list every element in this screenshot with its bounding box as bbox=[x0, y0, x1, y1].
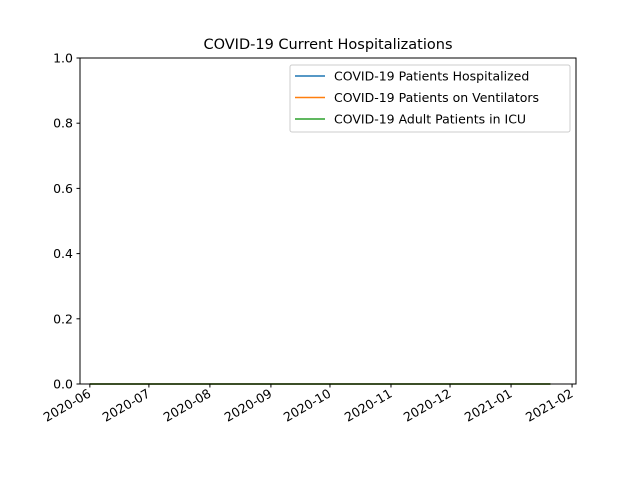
x-tick-label: 2021-01 bbox=[462, 386, 515, 425]
x-tick-label: 2020-11 bbox=[342, 386, 395, 425]
legend-label-3: COVID-19 Adult Patients in ICU bbox=[334, 112, 526, 127]
y-tick-label: 0.0 bbox=[53, 377, 73, 392]
y-tick-label: 0.8 bbox=[53, 116, 73, 131]
y-tick-label: 0.4 bbox=[53, 246, 73, 261]
x-tick-label: 2020-12 bbox=[401, 386, 454, 425]
x-tick-label: 2021-02 bbox=[523, 386, 576, 425]
x-tick-label: 2020-09 bbox=[222, 386, 275, 425]
y-tick-label: 1.0 bbox=[53, 51, 73, 66]
y-tick-label: 0.6 bbox=[53, 181, 73, 196]
plot-frame bbox=[79, 57, 577, 385]
x-tick-label: 2020-10 bbox=[281, 386, 334, 425]
chart-title: COVID-19 Current Hospitalizations bbox=[203, 37, 452, 53]
x-tick-label: 2020-08 bbox=[161, 386, 214, 425]
legend-box bbox=[289, 64, 571, 133]
y-tick-label: 0.2 bbox=[53, 311, 73, 326]
legend: COVID-19 Patients Hospitalized COVID-19 P… bbox=[289, 64, 571, 133]
legend-label-2: COVID-19 Patients on Ventilators bbox=[334, 90, 539, 105]
x-tick-label: 2020-07 bbox=[100, 386, 153, 425]
legend-label-1: COVID-19 Patients Hospitalized bbox=[334, 69, 529, 84]
